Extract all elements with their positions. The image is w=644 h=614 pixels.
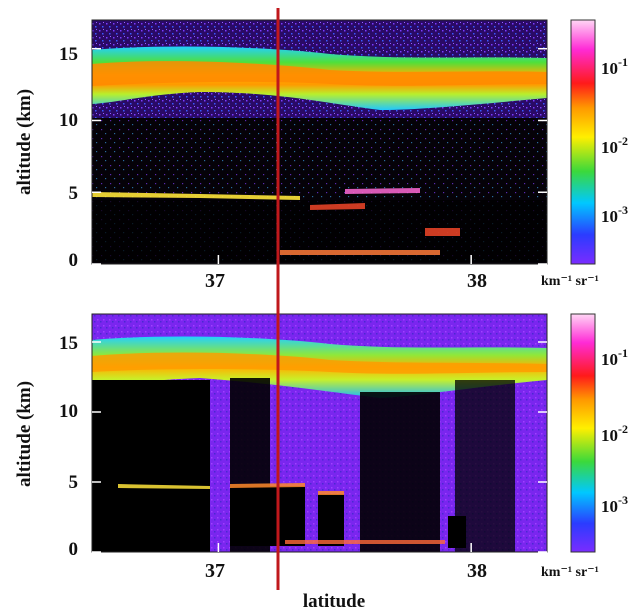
y-axis-title-bottom: altitude (km) — [14, 381, 35, 487]
cirrus-core — [92, 352, 547, 374]
heatmap-bottom — [92, 314, 547, 552]
colorbar-label-exponent: -1 — [618, 346, 628, 360]
x-axis-title: latitude — [303, 591, 365, 612]
colorbar-label-base: 10 — [601, 350, 618, 369]
axes-frame-top — [91, 19, 548, 265]
shadow-block — [92, 380, 210, 552]
heatmap-top — [92, 20, 547, 264]
y-axis-title-top: altitude (km) — [14, 89, 35, 195]
colorbar-label-base: 10 — [601, 207, 618, 226]
colorbar-unit-bottom: km⁻¹ sr⁻¹ — [541, 565, 599, 580]
axis-ticks — [92, 47, 547, 553]
svg-text:10-2: 10-2 — [601, 134, 628, 157]
colorbar-label-base: 10 — [601, 426, 618, 445]
cirrus-core — [92, 61, 547, 86]
y-tick-label: 15 — [59, 44, 78, 65]
shadow-block — [230, 486, 305, 546]
shadow-block — [448, 516, 466, 548]
colorbar-label-base: 10 — [601, 138, 618, 157]
colorbar-labels-bottom: 10-1 10-2 10-3 — [601, 346, 628, 516]
low-cloud-segment — [425, 228, 460, 236]
svg-text:10-3: 10-3 — [601, 493, 628, 516]
colorbar-unit-top: km⁻¹ sr⁻¹ — [541, 274, 599, 289]
colorbar-label-base: 10 — [601, 59, 618, 78]
y-tick-label: 0 — [69, 250, 79, 271]
low-cloud-segment — [345, 188, 420, 194]
panel-top — [91, 19, 548, 265]
svg-text:10-3: 10-3 — [601, 203, 628, 226]
low-cloud-segment — [230, 483, 305, 488]
axes-frame-bottom — [91, 313, 548, 553]
surface-return — [280, 250, 440, 255]
colorbar-label-exponent: -1 — [618, 55, 628, 69]
colorbar-label-exponent: -3 — [618, 203, 628, 217]
low-cloud-segment — [318, 491, 344, 495]
x-tick-label: 38 — [467, 560, 487, 582]
x-tick-label: 37 — [205, 270, 225, 292]
panel-bottom — [91, 313, 548, 553]
colorbar-label-exponent: -2 — [618, 422, 628, 436]
x-tick-label: 37 — [205, 560, 225, 582]
svg-text:10-2: 10-2 — [601, 422, 628, 445]
colorbar-bottom — [570, 313, 596, 553]
y-tick-label: 10 — [59, 110, 78, 131]
colorbar-label-base: 10 — [601, 497, 618, 516]
surface-return — [285, 540, 445, 544]
colorbar-label-exponent: -3 — [618, 493, 628, 507]
low-cloud-layer — [118, 484, 210, 489]
svg-text:10-1: 10-1 — [601, 346, 628, 369]
svg-text:10-1: 10-1 — [601, 55, 628, 78]
shadow-block — [318, 494, 344, 546]
x-tick-label: 38 — [467, 270, 487, 292]
low-cloud-layer — [92, 192, 300, 200]
y-tick-label: 10 — [59, 401, 78, 422]
y-tick-label: 15 — [59, 333, 78, 354]
colorbar-labels-top: 10-1 10-2 10-3 — [601, 55, 628, 226]
y-tick-label: 5 — [69, 183, 79, 204]
colorbar-top — [570, 19, 596, 265]
y-tick-label: 0 — [69, 539, 79, 560]
colorbar-label-exponent: -2 — [618, 134, 628, 148]
shadow-block — [360, 392, 440, 552]
low-cloud-segment — [310, 203, 365, 210]
y-tick-label: 5 — [69, 472, 79, 493]
